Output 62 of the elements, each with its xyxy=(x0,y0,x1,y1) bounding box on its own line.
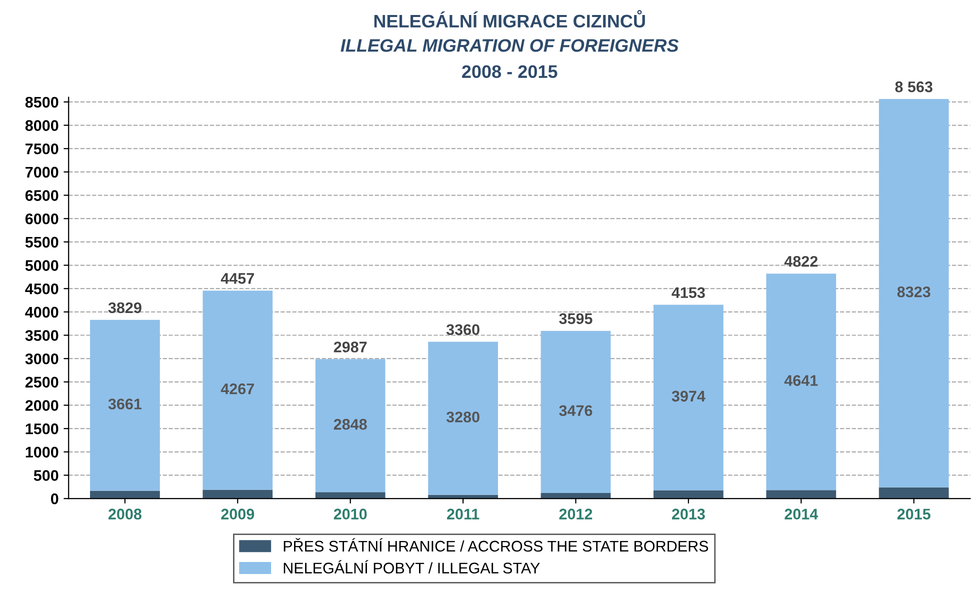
bar xyxy=(540,330,611,494)
bar xyxy=(315,492,386,499)
y-tick-label: 1500 xyxy=(26,423,58,434)
data-label: 3476 xyxy=(559,405,592,416)
data-label: 4267 xyxy=(220,383,254,394)
data-label: 4641 xyxy=(784,375,818,386)
x-tick-label: 2014 xyxy=(784,508,818,520)
y-tick-label: 3000 xyxy=(25,353,58,364)
y-tick-label: 8500 xyxy=(25,96,58,108)
total-label: 4153 xyxy=(672,287,705,298)
total-label: 4457 xyxy=(220,273,254,284)
bar xyxy=(654,490,724,499)
y-tick-label: 1000 xyxy=(26,446,58,458)
x-tick-label: 2008 xyxy=(108,508,142,520)
y-tick-label: 7000 xyxy=(26,166,58,178)
data-label: 3661 xyxy=(108,398,142,410)
legend-label: PŘES STÁTNÍ HRANICE / ACCROSS THE STATE BORDERS xyxy=(284,538,708,552)
y-tick-label: 500 xyxy=(34,470,58,481)
total-label: 2987 xyxy=(334,342,367,352)
y-tick-label: 5500 xyxy=(25,236,58,248)
x-tick-label: 2011 xyxy=(447,508,480,520)
total-label: 3829 xyxy=(108,302,142,314)
x-tick-label: 2009 xyxy=(221,508,254,520)
x-tick-label: 2012 xyxy=(559,508,592,520)
y-tick-label: 6500 xyxy=(25,190,58,201)
data-label: 2848 xyxy=(334,418,367,430)
bar xyxy=(315,359,386,492)
y-tick-label: 2000 xyxy=(25,400,58,411)
bar xyxy=(90,320,160,491)
bar xyxy=(428,342,498,495)
text: 2008 - 2015 xyxy=(462,65,558,78)
bar xyxy=(766,274,836,490)
total-label: 4822 xyxy=(784,256,818,267)
bar xyxy=(90,490,160,499)
chart-subtitle: ILLEGAL MIGRATION OF FOREIGNERS xyxy=(340,39,679,52)
y-tick-label: 4500 xyxy=(25,283,58,294)
x-tick-label: 2010 xyxy=(334,508,367,520)
bar xyxy=(202,290,273,490)
y-tick-label: 5000 xyxy=(25,260,58,271)
x-tick-label: 2013 xyxy=(672,508,705,520)
bar xyxy=(202,490,273,499)
legend-label: NELEGÁLNÍ POBYT / ILLEGAL STAY xyxy=(284,560,540,574)
bar xyxy=(878,99,949,488)
chart-title: NELEGÁLNÍ MIGRACE CIZINCŮ xyxy=(374,10,645,28)
y-tick-label: 7500 xyxy=(26,143,58,154)
y-tick-label: 8000 xyxy=(25,120,58,131)
total-label: 3360 xyxy=(446,324,480,336)
x-tick-label: 2015 xyxy=(897,508,930,520)
bar xyxy=(540,493,611,499)
bar xyxy=(654,304,724,490)
y-tick-label: 0 xyxy=(50,493,58,504)
total-label: 8 563 xyxy=(895,81,932,92)
y-tick-label: 6000 xyxy=(25,213,58,224)
bar xyxy=(878,487,949,499)
data-label: 3974 xyxy=(672,390,706,402)
data-label: 8323 xyxy=(897,286,930,298)
data-label: 3280 xyxy=(446,412,480,422)
y-tick-label: 4000 xyxy=(25,306,58,318)
bar xyxy=(766,490,836,499)
total-label: 3595 xyxy=(559,313,592,324)
y-tick-label: 3500 xyxy=(25,330,58,341)
y-tick-label: 2500 xyxy=(25,376,58,388)
